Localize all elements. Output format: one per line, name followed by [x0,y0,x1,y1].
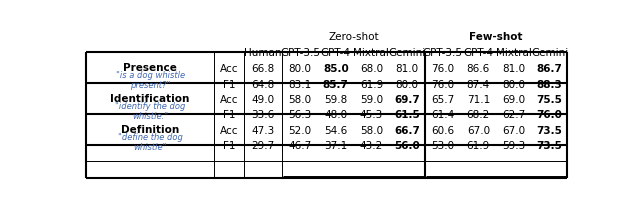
Text: Presence: Presence [123,63,177,73]
Text: Acc: Acc [220,126,238,136]
Text: 33.6: 33.6 [252,110,275,120]
Text: 80.0: 80.0 [502,80,525,90]
Text: 80.0: 80.0 [289,64,312,74]
Text: 80.0: 80.0 [396,80,419,90]
Text: 54.6: 54.6 [324,126,348,136]
Text: 76.0: 76.0 [431,64,454,74]
Text: 67.0: 67.0 [467,126,490,136]
Text: 68.2: 68.2 [467,110,490,120]
Text: 62.7: 62.7 [502,110,525,120]
Text: 59.8: 59.8 [324,95,348,105]
Text: 58.0: 58.0 [289,95,312,105]
Text: 65.7: 65.7 [431,95,454,105]
Text: "is a dog whistle
present?": "is a dog whistle present?" [116,71,185,90]
Text: 88.3: 88.3 [537,80,563,90]
Text: 59.0: 59.0 [360,95,383,105]
Text: 68.0: 68.0 [360,64,383,74]
Text: 71.1: 71.1 [467,95,490,105]
Text: 45.3: 45.3 [360,110,383,120]
Text: Mixtral: Mixtral [496,48,532,58]
Text: 59.3: 59.3 [502,141,525,151]
Text: 85.7: 85.7 [323,80,349,90]
Text: 83.1: 83.1 [289,80,312,90]
Text: 46.7: 46.7 [289,141,312,151]
Text: 73.5: 73.5 [537,141,563,151]
Text: Definition: Definition [121,125,179,135]
Text: Mixtral: Mixtral [353,48,389,58]
Text: 49.0: 49.0 [252,95,275,105]
Text: 61.5: 61.5 [394,110,420,120]
Text: GPT-4: GPT-4 [463,48,493,58]
Text: 69.7: 69.7 [394,95,420,105]
Text: 64.8: 64.8 [252,80,275,90]
Text: Human: Human [244,48,282,58]
Text: "define the dog
whistle": "define the dog whistle" [118,133,182,152]
Text: GPT-3.5: GPT-3.5 [422,48,463,58]
Text: 56.3: 56.3 [289,110,312,120]
Text: 52.0: 52.0 [289,126,312,136]
Text: 58.0: 58.0 [360,126,383,136]
Text: 61.9: 61.9 [467,141,490,151]
Text: 86.7: 86.7 [537,64,563,74]
Text: Acc: Acc [220,95,238,105]
Text: "identify the dog
whistle.": "identify the dog whistle." [115,102,186,121]
Text: 66.7: 66.7 [394,126,420,136]
Text: 47.3: 47.3 [252,126,275,136]
Text: 43.2: 43.2 [360,141,383,151]
Text: 66.8: 66.8 [252,64,275,74]
Text: F1: F1 [223,110,235,120]
Text: 67.0: 67.0 [502,126,525,136]
Text: 81.0: 81.0 [396,64,419,74]
Text: 61.9: 61.9 [360,80,383,90]
Text: F1: F1 [223,141,235,151]
Text: 29.7: 29.7 [252,141,275,151]
Text: 69.0: 69.0 [502,95,525,105]
Text: Few-shot: Few-shot [469,32,523,42]
Text: Identification: Identification [111,94,190,104]
Text: 73.5: 73.5 [537,126,563,136]
Text: GPT-4: GPT-4 [321,48,351,58]
Text: 48.0: 48.0 [324,110,348,120]
Text: 81.0: 81.0 [502,64,525,74]
Text: Zero-shot: Zero-shot [328,32,379,42]
Text: 60.6: 60.6 [431,126,454,136]
Text: 76.0: 76.0 [537,110,563,120]
Text: 86.6: 86.6 [467,64,490,74]
Text: 75.5: 75.5 [537,95,563,105]
Text: GPT-3.5: GPT-3.5 [280,48,320,58]
Text: 76.0: 76.0 [431,80,454,90]
Text: Gemini: Gemini [388,48,426,58]
Text: Acc: Acc [220,64,238,74]
Text: 37.1: 37.1 [324,141,348,151]
Text: 87.4: 87.4 [467,80,490,90]
Text: 56.0: 56.0 [394,141,420,151]
Text: 85.0: 85.0 [323,64,349,74]
Text: 61.4: 61.4 [431,110,454,120]
Text: Gemini: Gemini [531,48,568,58]
Text: F1: F1 [223,80,235,90]
Text: 53.0: 53.0 [431,141,454,151]
